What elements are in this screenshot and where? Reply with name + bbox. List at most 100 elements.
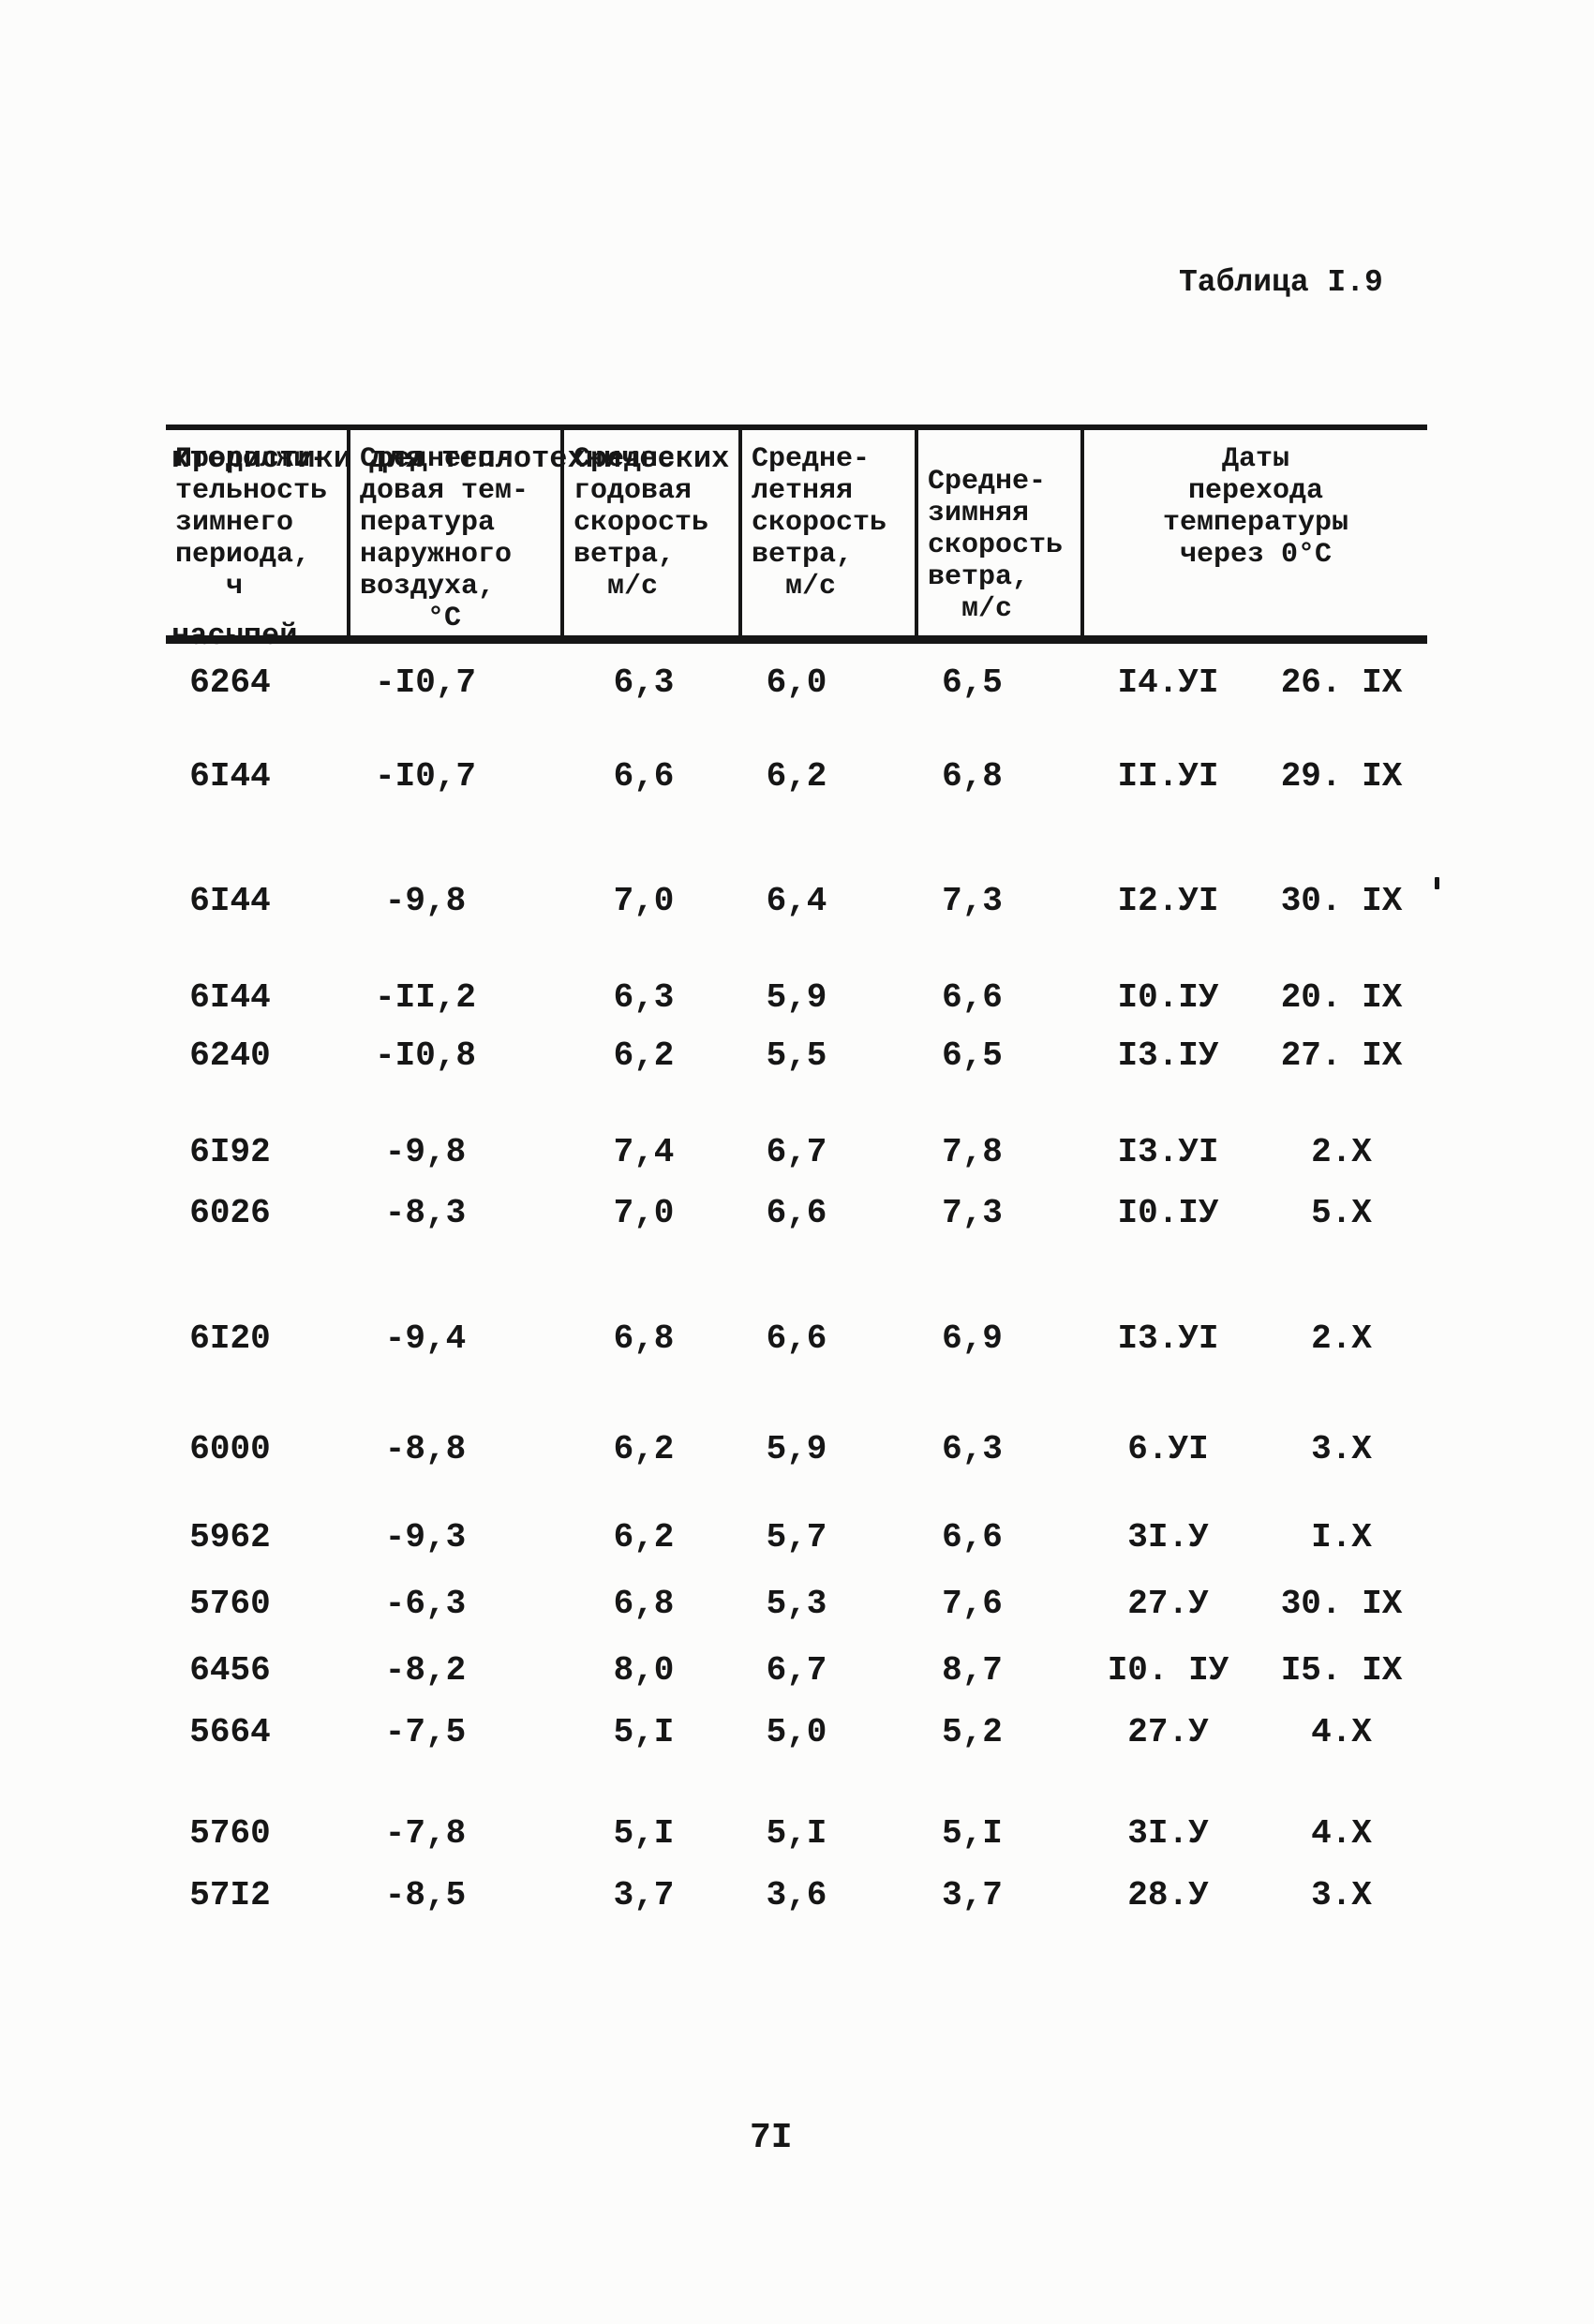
table-cell: 6264	[189, 663, 271, 702]
table-cell: 6,2	[613, 1036, 675, 1075]
table-cell: 5,3	[766, 1585, 827, 1623]
table-row: 6I44 -9,8 7,0 6,4 7,3 I2.УI 30. IX	[166, 883, 1427, 920]
table-cell: 5,7	[766, 1518, 827, 1557]
table-cell: 8,7	[942, 1651, 1003, 1690]
table-cell: 4.X	[1311, 1814, 1372, 1853]
table-cell: 3,6	[766, 1876, 827, 1914]
table-cell: -8,2	[384, 1651, 467, 1690]
table-cell: 6240	[189, 1036, 271, 1075]
table-cell: 6,6	[766, 1194, 827, 1232]
header-cell-mean-summer-wind-speed: Средне-летняя скорость ветра, м/с	[738, 430, 915, 635]
table-cell: 28.У	[1127, 1876, 1209, 1914]
table-row: 5664 -7,5 5,I 5,0 5,2 27.У 4.X	[166, 1714, 1427, 1751]
table-cell: 7,0	[613, 882, 675, 920]
header-line: Даты	[1221, 443, 1289, 475]
page-number: 7I	[750, 2118, 793, 2158]
table-cell: 20. IX	[1280, 978, 1403, 1017]
header-cell-mean-annual-wind-speed: Средне-годовая скорость ветра, м/с	[560, 430, 738, 635]
header-line: °С	[360, 603, 462, 634]
table-cell: 27.У	[1127, 1585, 1209, 1623]
table-cell: -7,5	[384, 1713, 467, 1751]
table-cell: I4.УI	[1117, 663, 1219, 702]
table-cell: 7,8	[942, 1133, 1003, 1171]
table-cell: 3,7	[613, 1876, 675, 1914]
header-line: ветра,	[928, 561, 1030, 593]
header-line: через 0°С	[1179, 539, 1333, 571]
table-cell: 8,0	[613, 1651, 675, 1690]
table-cell: 6,3	[942, 1430, 1003, 1468]
header-line: Средне-	[928, 466, 1047, 498]
table-cell: 6,5	[942, 1036, 1003, 1075]
table-cell: -9,3	[384, 1518, 467, 1557]
table-row: 6264 -I0,7 6,3 6,0 6,5 I4.УI 26. IX	[166, 664, 1427, 702]
table-cell: -8,3	[384, 1194, 467, 1232]
header-line: зимнего	[175, 507, 294, 539]
scan-artifact	[1435, 877, 1439, 889]
table-cell: -7,8	[384, 1814, 467, 1853]
header-cell-mean-winter-wind-speed: Средне-зимняя скорость ветра, м/с	[915, 430, 1080, 635]
table-cell: 5,I	[766, 1814, 827, 1853]
table-row: 6000 -8,8 6,2 5,9 6,3 6.УI 3.X	[166, 1431, 1427, 1468]
header-line: зимняя	[928, 498, 1030, 529]
table-cell: 2.X	[1311, 1133, 1372, 1171]
table-cell: 6.УI	[1127, 1430, 1209, 1468]
header-line: воздуха,	[360, 571, 496, 603]
table-cell: 57I2	[189, 1876, 271, 1914]
table-cell: 26. IX	[1280, 663, 1403, 702]
table-cell: 6,8	[613, 1319, 675, 1358]
table-cell: -8,5	[384, 1876, 467, 1914]
table-cell: 6000	[189, 1430, 271, 1468]
table-cell: 6,6	[942, 978, 1003, 1017]
table-cell: 5,9	[766, 1430, 827, 1468]
table-cell: II.УI	[1117, 757, 1219, 796]
table-row: 6026 -8,3 7,0 6,6 7,3 I0.IУ 5.X	[166, 1195, 1427, 1232]
table-cell: I.X	[1311, 1518, 1372, 1557]
table-row: 6I44 -II,2 6,3 5,9 6,6 I0.IУ 20. IX	[166, 979, 1427, 1017]
table-cell: -II,2	[374, 978, 477, 1017]
table-cell: I3.УI	[1117, 1133, 1219, 1171]
header-cell-zero-crossing-dates: Даты перехода температуры через 0°С	[1080, 430, 1427, 635]
header-line: ветра,	[752, 539, 854, 571]
table-cell: 6I44	[189, 978, 271, 1017]
table-cell: 6026	[189, 1194, 271, 1232]
intro-text: ктеристики для теплотехнических насыпей	[171, 311, 729, 783]
table-cell: 5.X	[1311, 1194, 1372, 1232]
table-cell: 3I.У	[1127, 1814, 1209, 1853]
header-line: Среднего-	[360, 443, 513, 475]
table-cell: 7,6	[942, 1585, 1003, 1623]
table-cell: 6,7	[766, 1651, 827, 1690]
table-cell: I0. IУ	[1107, 1651, 1229, 1690]
table-row: 6240 -I0,8 6,2 5,5 6,5 I3.IУ 27. IX	[166, 1037, 1427, 1075]
table-cell: 5,I	[613, 1814, 675, 1853]
table-cell: -9,4	[384, 1319, 467, 1358]
table-row: 57I2 -8,5 3,7 3,6 3,7 28.У 3.X	[166, 1877, 1427, 1914]
table-cell: I3.IУ	[1117, 1036, 1219, 1075]
table-cell: 6456	[189, 1651, 271, 1690]
table-body: 6264 -I0,7 6,3 6,0 6,5 I4.УI 26. IX 6I44 -I0,7 6,…	[166, 664, 1427, 1914]
table-cell: 7,3	[942, 882, 1003, 920]
table-cell: 6,0	[766, 663, 827, 702]
header-line: перехода	[1187, 475, 1324, 507]
table-cell: 5,I	[942, 1814, 1003, 1853]
header-line: годовая	[574, 475, 693, 507]
table-cell: 6,2	[613, 1430, 675, 1468]
header-line: летняя	[752, 475, 854, 507]
table-cell: -9,8	[384, 882, 467, 920]
table-cell: 5760	[189, 1814, 271, 1853]
table-cell: I3.УI	[1117, 1319, 1219, 1358]
table-cell: 6,5	[942, 663, 1003, 702]
table-cell: 30. IX	[1280, 882, 1403, 920]
table-cell: -8,8	[384, 1430, 467, 1468]
table-cell: 29. IX	[1280, 757, 1403, 796]
header-line: наружного	[360, 539, 513, 571]
header-line: периода,	[175, 539, 311, 571]
header-line: скорость	[752, 507, 887, 539]
table-cell: I5. IX	[1280, 1651, 1403, 1690]
table-cell: 4.X	[1311, 1713, 1372, 1751]
header-line: м/с	[574, 571, 659, 603]
header-line: пература	[360, 507, 496, 539]
header-line: ч	[175, 571, 244, 603]
header-cell-winter-period-duration: Продолжи-тельность зимнего периода, ч	[166, 430, 347, 635]
intro-line-1: ктеристики для теплотехнических	[171, 441, 730, 476]
